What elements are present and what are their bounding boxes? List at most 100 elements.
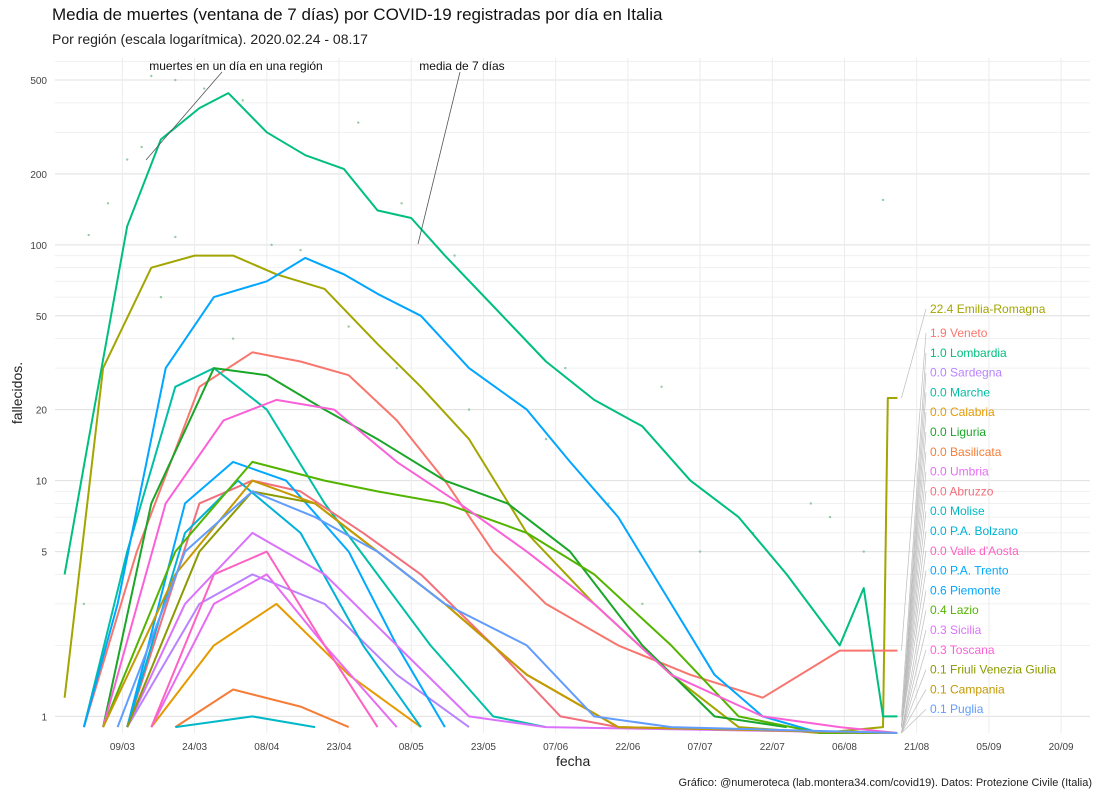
label-leader-line bbox=[901, 590, 927, 734]
region-label: 0.3 Toscana bbox=[930, 643, 995, 657]
daily-point bbox=[174, 235, 177, 239]
daily-point bbox=[87, 233, 90, 237]
series-line bbox=[175, 715, 316, 729]
label-leader-line bbox=[901, 491, 927, 728]
label-leader-line bbox=[901, 610, 927, 734]
label-leader-line bbox=[901, 352, 927, 717]
daily-point bbox=[241, 99, 244, 102]
series-line bbox=[126, 573, 470, 728]
daily-point bbox=[400, 202, 403, 205]
daily-point bbox=[544, 437, 548, 441]
chart-caption: Gráfico: @numeroteca (lab.montera34.com/… bbox=[678, 777, 1092, 789]
region-label: 0.1 Puglia bbox=[930, 702, 984, 716]
daily-point bbox=[140, 145, 143, 149]
daily-point bbox=[564, 366, 567, 370]
annotation-avg: media de 7 días bbox=[419, 59, 504, 73]
x-tick-label: 05/09 bbox=[976, 742, 1001, 753]
x-tick-label: 21/08 bbox=[904, 742, 929, 753]
series-line bbox=[126, 479, 619, 729]
region-label: 1.0 Lombardia bbox=[930, 346, 1007, 360]
y-tick-label: 50 bbox=[36, 312, 48, 323]
x-tick-label: 07/07 bbox=[688, 742, 713, 753]
x-tick-label: 08/05 bbox=[399, 742, 424, 753]
x-tick-label: 06/08 bbox=[832, 742, 857, 753]
label-leader-line bbox=[901, 530, 927, 728]
daily-point bbox=[159, 295, 163, 299]
series-line bbox=[116, 490, 898, 734]
region-label: 0.1 Campania bbox=[930, 682, 1005, 696]
series-line bbox=[82, 256, 898, 734]
region-label: 0.0 Basilicata bbox=[930, 445, 1002, 459]
series-line bbox=[102, 367, 787, 729]
label-leader-line bbox=[901, 669, 927, 734]
x-tick-label: 09/03 bbox=[110, 742, 135, 753]
region-label: 0.0 Sardegna bbox=[930, 366, 1002, 380]
daily-point bbox=[347, 325, 350, 328]
label-leader-line bbox=[901, 629, 927, 734]
daily-point bbox=[106, 202, 110, 205]
region-label: 22.4 Emilia-Romagna bbox=[930, 302, 1046, 316]
daily-point bbox=[126, 158, 129, 161]
daily-point bbox=[862, 550, 865, 553]
label-leader-line bbox=[901, 332, 927, 651]
daily-point bbox=[82, 602, 86, 606]
x-tick-label: 08/04 bbox=[254, 742, 279, 753]
annotation-daily: muertes en un día en una región bbox=[149, 59, 322, 73]
daily-point bbox=[395, 366, 398, 370]
series-line bbox=[150, 573, 398, 728]
daily-point bbox=[809, 502, 812, 505]
x-tick-label: 20/09 bbox=[1049, 742, 1074, 753]
annotation-line bbox=[145, 71, 223, 161]
region-label: 0.0 P.A. Trento bbox=[930, 564, 1009, 578]
x-tick-label: 23/05 bbox=[471, 742, 496, 753]
x-axis-label: fecha bbox=[556, 753, 591, 769]
annotation-line bbox=[417, 71, 461, 245]
y-tick-label: 500 bbox=[30, 76, 47, 87]
label-leader-line bbox=[901, 689, 927, 734]
region-label: 1.9 Veneto bbox=[930, 326, 988, 340]
chart-subtitle: Por región (escala logarítmica). 2020.02… bbox=[52, 31, 368, 47]
series-line bbox=[150, 602, 422, 728]
daily-point bbox=[467, 408, 471, 411]
series-line bbox=[82, 367, 547, 729]
y-tick-label: 200 bbox=[30, 170, 47, 181]
y-tick-label: 1 bbox=[41, 712, 47, 723]
label-leader-line bbox=[901, 708, 927, 734]
series-line bbox=[102, 398, 898, 734]
daily-point bbox=[453, 254, 456, 257]
series-line bbox=[126, 479, 422, 728]
daily-point bbox=[828, 515, 832, 519]
region-label: 0.3 Sicilia bbox=[930, 623, 982, 637]
y-tick-label: 20 bbox=[36, 406, 48, 417]
region-label: 0.0 Molise bbox=[930, 504, 985, 518]
series-line bbox=[174, 688, 350, 729]
region-label: 0.1 Friuli Venezia Giulia bbox=[930, 663, 1056, 677]
region-label: 0.0 Liguria bbox=[930, 425, 986, 439]
series-line bbox=[63, 92, 898, 718]
daily-point bbox=[270, 243, 273, 247]
region-label: 0.0 Marche bbox=[930, 385, 990, 399]
region-label: 0.0 Calabria bbox=[930, 405, 995, 419]
region-label: 0.0 Umbria bbox=[930, 465, 989, 479]
daily-point bbox=[203, 87, 206, 90]
region-label: 0.0 P.A. Bolzano bbox=[930, 524, 1018, 538]
daily-point bbox=[641, 602, 644, 606]
label-leader-line bbox=[901, 649, 927, 734]
daily-point bbox=[150, 74, 153, 78]
daily-point bbox=[660, 385, 663, 388]
region-label: 0.0 Valle d'Aosta bbox=[930, 544, 1019, 558]
x-tick-label: 22/07 bbox=[760, 742, 785, 753]
label-leader-line bbox=[901, 511, 927, 728]
daily-point bbox=[698, 550, 702, 553]
chart-title: Media de muertes (ventana de 7 días) por… bbox=[52, 5, 663, 24]
series-line bbox=[126, 460, 446, 728]
series-line bbox=[126, 531, 898, 734]
label-leader-line bbox=[901, 570, 927, 728]
daily-point bbox=[357, 121, 360, 124]
series-line bbox=[82, 351, 898, 728]
region-label: 0.6 Piemonte bbox=[930, 583, 1001, 597]
series-line bbox=[102, 460, 898, 734]
daily-point bbox=[299, 248, 302, 252]
y-tick-label: 100 bbox=[30, 241, 47, 252]
